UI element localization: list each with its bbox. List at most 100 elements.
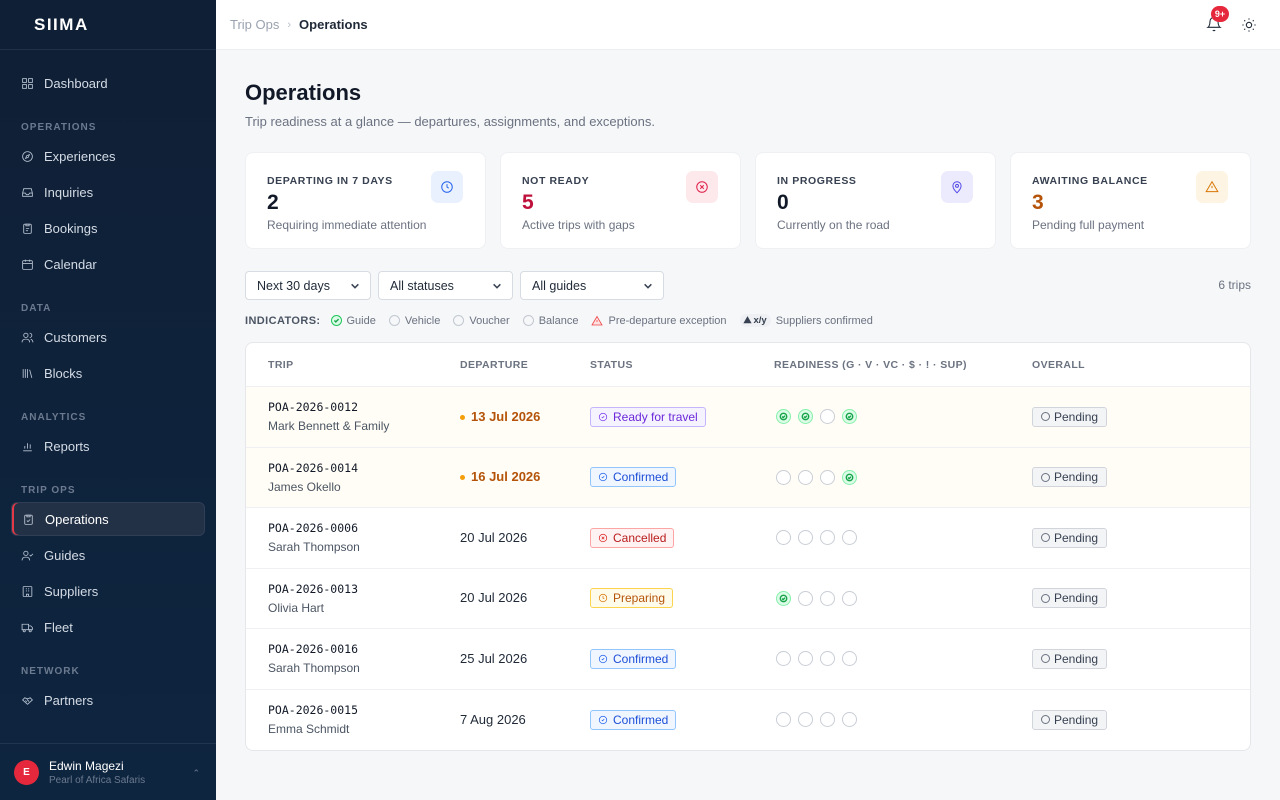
check-circle-icon xyxy=(598,654,608,663)
departure-date: 7 Aug 2026 xyxy=(460,711,526,727)
card-label: DEPARTING IN 7 DAYS xyxy=(267,175,393,187)
sidebar-item-label: Calendar xyxy=(44,256,97,272)
sidebar-item-inquiries[interactable]: Inquiries xyxy=(11,175,205,209)
date-range-value: Next 30 days xyxy=(257,278,330,293)
sidebar-item-experiences[interactable]: Experiences xyxy=(11,139,205,173)
trip-id[interactable]: POA-2026-0016 xyxy=(268,642,359,657)
theme-toggle-button[interactable] xyxy=(1241,17,1257,33)
trip-cell: POA-2026-0013 Olivia Hart xyxy=(246,582,460,615)
filters-bar: Next 30 days All statuses All guides 6 t… xyxy=(245,271,1251,300)
overall-label: Pending xyxy=(1054,712,1099,727)
table-row[interactable]: POA-2026-0015 Emma Schmidt 7 Aug 2026 Confi… xyxy=(246,690,1250,751)
library-icon xyxy=(22,368,33,378)
topbar: Trip Ops › Operations 9+ xyxy=(216,0,1280,50)
trip-id[interactable]: POA-2026-0012 xyxy=(268,400,359,415)
empty-circle-icon xyxy=(820,712,835,728)
table-row[interactable]: POA-2026-0013 Olivia Hart 20 Jul 2026 Prepa… xyxy=(246,569,1250,629)
status-badge: Confirmed xyxy=(590,709,677,730)
circle-icon xyxy=(1041,715,1050,725)
table-header: TRIP DEPARTURE STATUS READINESS (G · V ·… xyxy=(246,343,1250,387)
summary-card-not-ready[interactable]: NOT READY 5 Active trips with gaps xyxy=(500,152,741,249)
sidebar-item-label: Partners xyxy=(44,692,94,708)
sidebar-item-partners[interactable]: Partners xyxy=(11,683,205,717)
table-row[interactable]: POA-2026-0006 Sarah Thompson 20 Jul 2026 Ca… xyxy=(246,508,1250,569)
sidebar-item-label: Bookings xyxy=(44,220,98,236)
trip-id[interactable]: POA-2026-0014 xyxy=(268,460,359,475)
sidebar-item-calendar[interactable]: Calendar xyxy=(11,247,205,281)
sidebar-item-reports[interactable]: Reports xyxy=(11,429,205,463)
status-badge: Confirmed xyxy=(590,648,677,669)
status-label: Ready for travel xyxy=(613,409,698,424)
overall-label: Pending xyxy=(1054,409,1099,424)
status-label: Confirmed xyxy=(613,651,669,666)
overall-badge: Pending xyxy=(1032,527,1108,548)
summary-card-in-progress[interactable]: IN PROGRESS 0 Currently on the road xyxy=(755,152,996,249)
legend-label: Pre-departure exception xyxy=(608,314,727,327)
sun-icon xyxy=(1242,18,1256,32)
user-check-icon xyxy=(21,550,34,560)
sidebar-item-dashboard[interactable]: Dashboard xyxy=(11,66,205,100)
card-subtitle: Pending full payment xyxy=(1032,218,1145,232)
brand-logo[interactable]: SIIMA xyxy=(0,0,216,50)
summary-card-awaiting-balance[interactable]: AWAITING BALANCE 3 Pending full payment xyxy=(1010,152,1251,249)
readiness-indicators xyxy=(774,590,1032,606)
readiness-cell xyxy=(774,712,1032,728)
legend-exception: Pre-departure exception xyxy=(591,314,727,327)
overall-cell: Pending xyxy=(1032,527,1232,548)
overall-label: Pending xyxy=(1054,651,1099,666)
users-icon xyxy=(21,332,34,342)
breadcrumb-parent[interactable]: Trip Ops xyxy=(230,17,280,32)
summary-card-departing-in-7-days[interactable]: DEPARTING IN 7 DAYS 2 Requiring immediate … xyxy=(245,152,486,249)
guide-select[interactable]: All guides xyxy=(520,271,664,300)
user-org: Pearl of Africa Safaris xyxy=(49,774,146,786)
date-range-select[interactable]: Next 30 days xyxy=(245,271,371,300)
sidebar-item-suppliers[interactable]: Suppliers xyxy=(11,574,205,608)
overall-badge: Pending xyxy=(1032,709,1108,730)
guide-value: All guides xyxy=(532,278,587,293)
sidebar-item-fleet[interactable]: Fleet xyxy=(11,610,205,644)
table-row[interactable]: POA-2026-0012 Mark Bennett & Family 13 Jul… xyxy=(246,387,1250,448)
calendar-icon xyxy=(22,259,33,270)
empty-circle-icon xyxy=(776,712,791,728)
empty-circle-icon xyxy=(798,469,813,485)
trip-id[interactable]: POA-2026-0006 xyxy=(268,521,359,536)
chevron-down-icon xyxy=(351,283,359,289)
col-overall: OVERALL xyxy=(1032,358,1085,371)
sidebar-item-operations[interactable]: Operations xyxy=(11,502,205,536)
empty-circle-icon xyxy=(842,590,857,606)
suppliers-chip-label: x/y xyxy=(753,315,767,326)
departure-cell: 20 Jul 2026 xyxy=(460,589,590,607)
compass-icon xyxy=(22,150,33,162)
legend-vehicle: Vehicle xyxy=(388,315,440,327)
trip-id[interactable]: POA-2026-0013 xyxy=(268,581,359,596)
sidebar-item-label: Customers xyxy=(44,329,107,345)
card-subtitle: Active trips with gaps xyxy=(522,218,635,232)
sidebar-item-label: Suppliers xyxy=(44,583,99,599)
status-select[interactable]: All statuses xyxy=(378,271,513,300)
sidebar-item-customers[interactable]: Customers xyxy=(11,320,205,354)
overall-badge: Pending xyxy=(1032,467,1108,488)
notifications-button[interactable]: 9+ xyxy=(1206,6,1229,32)
legend-label: Voucher xyxy=(469,314,510,327)
departure-date: 16 Jul 2026 xyxy=(460,469,540,484)
table-row[interactable]: POA-2026-0016 Sarah Thompson 25 Jul 2026 Co… xyxy=(246,629,1250,690)
col-status: STATUS xyxy=(590,358,633,371)
handshake-icon xyxy=(21,696,34,705)
trip-cell: POA-2026-0012 Mark Bennett & Family xyxy=(246,400,460,433)
sidebar-item-guides[interactable]: Guides xyxy=(11,538,205,572)
status-label: Confirmed xyxy=(613,470,669,485)
sidebar-item-label: Blocks xyxy=(44,365,83,381)
chevron-up-icon[interactable]: ⌃ xyxy=(192,768,200,778)
check-circle-icon xyxy=(330,315,342,326)
clock-icon xyxy=(598,594,608,603)
table-row[interactable]: POA-2026-0014 James Okello 16 Jul 2026 Conf… xyxy=(246,447,1250,508)
empty-circle-icon xyxy=(842,530,857,546)
card-value: 0 xyxy=(777,191,789,214)
sidebar-item-bookings[interactable]: Bookings xyxy=(11,211,205,245)
sidebar-item-blocks[interactable]: Blocks xyxy=(11,356,205,390)
alert-triangle-icon xyxy=(1205,180,1219,193)
readiness-cell xyxy=(774,590,1032,606)
trip-id[interactable]: POA-2026-0015 xyxy=(268,703,359,718)
user-menu[interactable]: E Edwin Magezi Pearl of Africa Safaris ⌃ xyxy=(0,743,216,800)
departure-date: 25 Jul 2026 xyxy=(460,650,528,666)
